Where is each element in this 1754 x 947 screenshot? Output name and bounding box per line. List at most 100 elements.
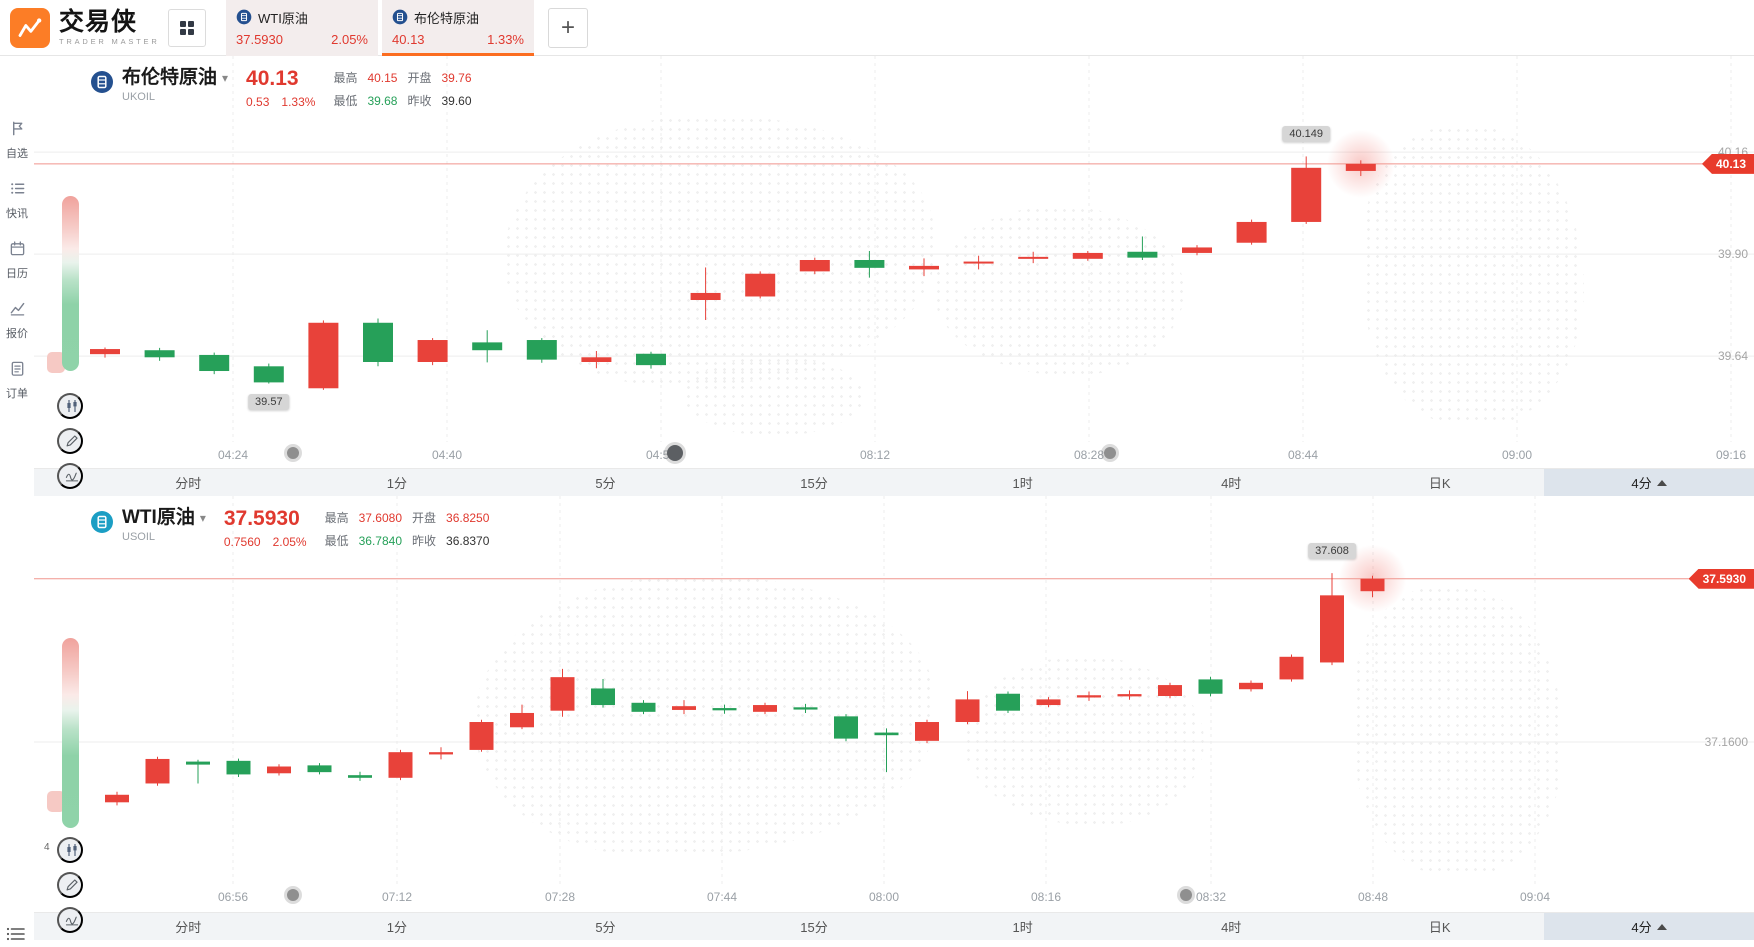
timeframe-日K[interactable]: 日K [1335, 913, 1544, 940]
candle [875, 733, 899, 736]
candle [470, 722, 494, 750]
draw-tool-button[interactable] [57, 428, 83, 454]
timeframe-5分[interactable]: 5分 [501, 469, 710, 496]
instrument-code: UKOIL [122, 91, 228, 103]
bottom-menu-button[interactable] [6, 926, 26, 947]
price-axis-label: 39.90 [1718, 247, 1748, 261]
last-price: 37.5930 [224, 508, 307, 529]
stat-label: 最高 [325, 509, 349, 526]
candle [1320, 595, 1344, 662]
candle [1346, 164, 1376, 171]
time-axis-label: 07:44 [707, 890, 737, 904]
stat-label: 开盘 [412, 509, 436, 526]
timeframe-1时[interactable]: 1时 [918, 469, 1127, 496]
candle [186, 762, 210, 765]
instrument-name: 布伦特原油 [122, 68, 217, 89]
timeframe-15分[interactable]: 15分 [710, 469, 919, 496]
candle [854, 260, 884, 268]
timeframe-1分[interactable]: 1分 [293, 913, 502, 940]
candle [591, 688, 615, 705]
candle [636, 354, 666, 365]
candle [472, 342, 502, 350]
candle [308, 765, 332, 772]
price-change-percent: 1.33% [281, 95, 315, 109]
candle [956, 699, 980, 722]
stat-value: 39.68 [367, 94, 397, 108]
chevron-down-icon: ▾ [200, 511, 206, 525]
instrument-selector[interactable]: 布伦特原油 ▾ UKOIL [90, 68, 228, 103]
sidebar-label: 自选 [0, 145, 34, 161]
stat-value: 37.6080 [359, 511, 402, 525]
timeframe-1时[interactable]: 1时 [918, 913, 1127, 940]
wave-line-icon [65, 913, 79, 927]
price-block: 40.13 0.53 1.33% [246, 68, 315, 109]
candle [800, 260, 830, 271]
timeframe-日K[interactable]: 日K [1335, 469, 1544, 496]
current-price-tag: 40.13 [1702, 154, 1754, 174]
candle [1199, 679, 1223, 693]
candle [227, 761, 251, 775]
candle [632, 703, 656, 712]
grid-icon [179, 20, 195, 36]
tab-price: 37.5930 [236, 32, 283, 47]
session-break-marker[interactable] [287, 889, 299, 901]
sidebar-item-news[interactable]: 快讯 [0, 180, 34, 221]
time-axis-label: 08:44 [1288, 448, 1318, 462]
timeframe-4时[interactable]: 4时 [1127, 469, 1336, 496]
candle [964, 262, 994, 264]
candle [389, 752, 413, 778]
session-break-marker[interactable] [1180, 889, 1192, 901]
chart-type-button[interactable] [57, 837, 83, 863]
timeframe-selected[interactable]: 4分 [1544, 469, 1754, 496]
candle [1158, 685, 1182, 696]
timeframe-分时[interactable]: 分时 [84, 469, 293, 496]
candle [1361, 579, 1385, 591]
timeframe-分时[interactable]: 分时 [84, 913, 293, 940]
instrument-selector[interactable]: WTI原油 ▾ USOIL [90, 508, 206, 543]
timeframe-selected[interactable]: 4分 [1544, 913, 1754, 940]
candlestick-chart [34, 496, 1754, 884]
sidebar-item-watchlist[interactable]: 自选 [0, 120, 34, 161]
workspace-layout-button[interactable] [168, 9, 206, 47]
clipboard-icon [9, 360, 26, 377]
add-tab-button[interactable]: + [548, 8, 588, 48]
timeframe-15分[interactable]: 15分 [710, 913, 919, 940]
stat-value: 36.8250 [446, 511, 489, 525]
candle [1127, 252, 1157, 258]
sidebar-label: 快讯 [0, 205, 34, 221]
candle [753, 705, 777, 712]
timeframe-1分[interactable]: 1分 [293, 469, 502, 496]
logo-icon [10, 8, 50, 48]
indicator-button[interactable] [57, 907, 83, 933]
time-axis-label: 04:40 [432, 448, 462, 462]
candle [146, 759, 170, 784]
current-price-tag: 37.5930 [1689, 569, 1754, 589]
calendar-icon [9, 240, 26, 257]
session-break-marker[interactable] [287, 447, 299, 459]
sidebar-item-quotes[interactable]: 报价 [0, 300, 34, 341]
tab-wti-crude[interactable]: WTI原油 37.5930 2.05% [226, 0, 378, 56]
candle [672, 706, 696, 710]
candle [713, 708, 737, 710]
candle [915, 722, 939, 741]
candle [1182, 247, 1212, 252]
candle [348, 775, 372, 778]
sidebar-item-orders[interactable]: 订单 [0, 360, 34, 401]
timeframe-4时[interactable]: 4时 [1127, 913, 1336, 940]
session-break-marker[interactable] [1104, 447, 1116, 459]
flag-icon [9, 120, 26, 137]
indicator-button[interactable] [57, 463, 83, 489]
chart-type-button[interactable] [57, 393, 83, 419]
session-break-marker[interactable] [667, 445, 683, 461]
candle [1077, 695, 1101, 697]
tab-brent-crude[interactable]: 布伦特原油 40.13 1.33% [382, 0, 534, 56]
sidebar-item-calendar[interactable]: 日历 [0, 240, 34, 281]
stat-value: 36.7840 [359, 534, 402, 548]
time-axis-label: 08:48 [1358, 890, 1388, 904]
timeframe-5分[interactable]: 5分 [501, 913, 710, 940]
draw-tool-button[interactable] [57, 872, 83, 898]
